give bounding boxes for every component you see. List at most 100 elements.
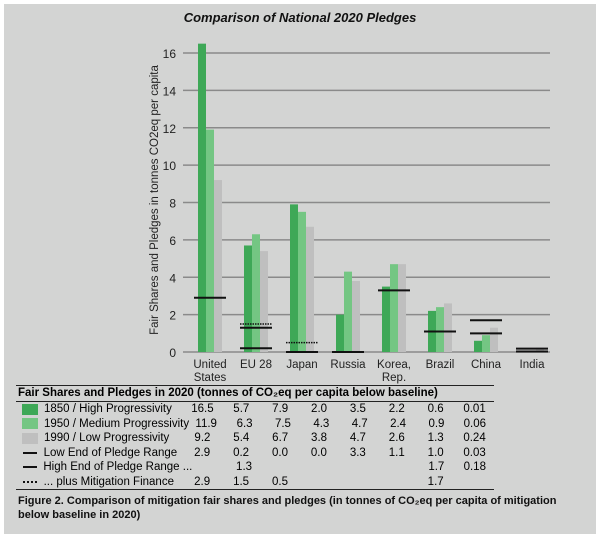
table-cell xyxy=(377,475,416,490)
legend-label: ... plus Mitigation Finance xyxy=(43,475,174,488)
table-cell: 2.6 xyxy=(388,432,405,444)
x-tick-label: Russia xyxy=(330,359,366,371)
bar-2 xyxy=(536,347,544,352)
table-cell: 7.5 xyxy=(274,417,291,430)
table-cell: 0.6 xyxy=(427,403,444,415)
table-cell: 2.9 xyxy=(194,475,211,488)
table-cell: 0.0 xyxy=(271,446,288,459)
legend-label: 1950 / Medium Progressivity xyxy=(44,417,190,430)
legend-label: Low End of Pledge Range xyxy=(43,446,178,459)
table-cell: 0.0 xyxy=(310,446,327,459)
table-heading: Fair Shares and Pledges in 2020 (tonnes … xyxy=(16,386,494,402)
bar-2 xyxy=(352,280,360,352)
table-cell: 1.7 xyxy=(427,475,444,488)
table-cell xyxy=(338,475,377,490)
x-tick-label: States xyxy=(194,372,227,384)
legend-row: 1850 / High Progressivity 16.5 5.7 7.9 2.0 3.… xyxy=(16,402,494,417)
table-cell: 5.4 xyxy=(233,432,250,444)
table-cell: 11.9 xyxy=(195,417,217,430)
legend-swatch xyxy=(22,475,38,490)
table-cell: 4.7 xyxy=(351,417,368,430)
bar-2 xyxy=(398,264,406,352)
legend-swatch xyxy=(22,402,38,417)
data-table: Fair Shares and Pledges in 2020 (tonnes … xyxy=(16,385,494,490)
y-tick-label: 0 xyxy=(169,346,176,360)
x-tick-label: India xyxy=(520,359,546,371)
x-tick-label: China xyxy=(471,359,502,371)
table-cell: 7.9 xyxy=(272,403,289,415)
bar-0 xyxy=(198,43,206,352)
table-cell: 16.5 xyxy=(191,403,214,415)
table-cell: 1.5 xyxy=(233,475,250,488)
table-cell: 1.7 xyxy=(428,461,445,473)
legend-swatch xyxy=(22,460,37,475)
table-cell: 0.24 xyxy=(463,432,486,444)
table-cell: 2.0 xyxy=(311,403,328,415)
table-cell: 1.0 xyxy=(427,446,444,459)
bar-2 xyxy=(214,180,222,352)
legend-label: 1990 / Low Progressivity xyxy=(44,432,170,444)
bar-1 xyxy=(482,335,490,352)
bar-0 xyxy=(382,286,390,352)
bar-0 xyxy=(244,245,252,352)
y-tick-label: 10 xyxy=(163,159,177,173)
table-cell: 3.3 xyxy=(349,446,366,459)
table-cell xyxy=(302,460,340,475)
y-tick-label: 4 xyxy=(169,271,176,285)
table-cell: 6.7 xyxy=(272,432,289,444)
y-tick-label: 8 xyxy=(169,197,176,211)
table-cell: 4.7 xyxy=(349,432,366,444)
legend-swatch xyxy=(22,431,38,446)
table-cell: 0.2 xyxy=(233,446,250,459)
x-tick-label: United xyxy=(193,359,226,371)
bar-0 xyxy=(336,314,344,352)
legend-label: 1850 / High Progressivity xyxy=(44,403,172,415)
table-cell xyxy=(263,460,301,475)
legend-row: High End of Pledge Range ... 1.3 1.7 0.18 xyxy=(16,460,494,475)
legend-row: ... plus Mitigation Finance 2.9 1.5 0.5 1.7 xyxy=(16,475,494,490)
table-cell: 2.9 xyxy=(194,446,211,459)
bar-2 xyxy=(306,226,314,352)
table-cell: 0.18 xyxy=(463,461,486,473)
figure-caption: Figure 2. Comparison of mitigation fair … xyxy=(18,495,557,521)
table-cell xyxy=(186,460,224,475)
table-cell: 3.5 xyxy=(349,403,366,415)
bar-1 xyxy=(344,271,352,352)
table-cell xyxy=(455,475,494,490)
bar-1 xyxy=(298,211,306,352)
table-cell: 1.3 xyxy=(236,461,253,473)
y-tick-label: 2 xyxy=(169,309,176,323)
y-tick-label: 12 xyxy=(163,122,177,136)
legend-row: Low End of Pledge Range 2.9 0.2 0.0 0.0 3.3 1.… xyxy=(16,446,494,461)
table-cell: 4.3 xyxy=(313,417,330,430)
table-cell: 9.2 xyxy=(194,432,211,444)
bar-1 xyxy=(206,129,214,352)
bar-1 xyxy=(390,264,398,352)
table-cell: 3.8 xyxy=(311,432,328,444)
table-cell: 1.1 xyxy=(388,446,405,459)
table-cell xyxy=(379,460,417,475)
bar-2 xyxy=(490,327,498,352)
table-cell xyxy=(340,460,378,475)
bar-0 xyxy=(290,204,298,352)
table-cell: 0.5 xyxy=(271,475,288,488)
table-cell: 0.01 xyxy=(463,403,486,415)
table-cell: 0.03 xyxy=(463,446,486,459)
legend-row: 1990 / Low Progressivity 9.2 5.4 6.7 3.8 4.7 2… xyxy=(16,431,494,446)
table-cell: 1.3 xyxy=(427,432,444,444)
y-tick-label: 14 xyxy=(163,84,177,98)
x-tick-label: Japan xyxy=(286,359,317,371)
bar-1 xyxy=(252,234,260,352)
table-cell: 6.3 xyxy=(236,417,253,430)
x-tick-label: Rep. xyxy=(382,372,406,384)
bar-0 xyxy=(474,340,482,352)
table-cell: 0.06 xyxy=(463,417,486,430)
bar-2 xyxy=(260,251,268,352)
legend-swatch xyxy=(22,417,38,432)
bar-2 xyxy=(444,303,452,352)
y-axis-label: Fair Shares and Pledges in tonnes CO2eq … xyxy=(149,65,161,335)
table-cell: 2.2 xyxy=(388,403,405,415)
bar-1 xyxy=(436,307,444,352)
y-tick-label: 16 xyxy=(163,47,177,61)
